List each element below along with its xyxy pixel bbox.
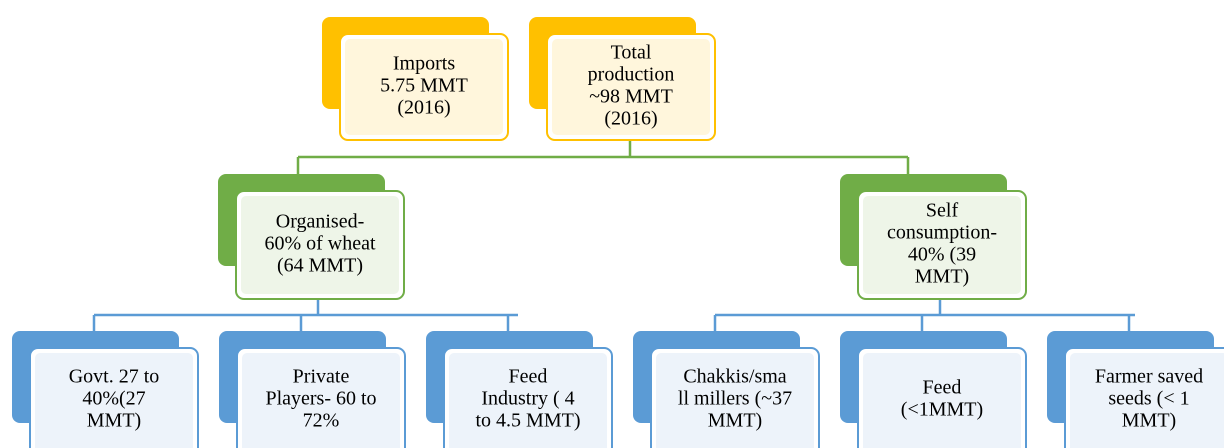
connectors <box>92 140 1135 333</box>
blue-connector-left <box>92 298 518 333</box>
node-label: ~98 MMT <box>589 86 673 108</box>
node-inner <box>863 353 1021 448</box>
node-label: MMT) <box>87 410 141 432</box>
node-inner <box>449 353 607 448</box>
node-label: 72% <box>303 410 340 432</box>
node-label: Self <box>926 200 959 222</box>
node-inner <box>241 196 399 294</box>
node-label: Farmer saved <box>1095 366 1203 388</box>
node-inner <box>656 353 814 448</box>
node-label: Imports <box>393 53 455 75</box>
node-label: 5.75 MMT <box>380 75 468 97</box>
node-inner <box>1070 353 1224 448</box>
node-label: Total <box>611 42 652 64</box>
node-label: 60% of wheat <box>264 233 376 255</box>
green-connector <box>296 140 910 176</box>
blue-connector-right <box>713 298 1135 333</box>
node-label: 40% (39 <box>908 244 976 266</box>
node-label: Feed <box>923 377 962 399</box>
node-inner <box>863 196 1021 294</box>
node-label: to 4.5 MMT) <box>476 410 581 432</box>
node-inner <box>552 39 710 135</box>
node-label: MMT) <box>915 266 969 288</box>
node: Organised-60% of wheat(64 MMT) <box>218 174 405 300</box>
node-label: MMT) <box>1122 410 1176 432</box>
node-label: 40%(27 <box>82 388 145 410</box>
node-label: Private <box>293 366 350 388</box>
node-inner <box>242 353 400 448</box>
node-label: seeds (< 1 <box>1108 388 1189 410</box>
node-label: ll millers (~37 <box>678 388 792 410</box>
node-label: (<1MMT) <box>901 399 983 421</box>
node-label: (2016) <box>604 108 657 130</box>
node-label: Govt. 27 to <box>69 366 160 388</box>
node-label: Chakkis/sma <box>683 366 786 388</box>
node-label: Feed <box>509 366 548 388</box>
node: Feed(<1MMT) <box>840 331 1027 448</box>
node-label: (2016) <box>397 97 450 119</box>
node-label: MMT) <box>708 410 762 432</box>
node-label: Industry ( 4 <box>481 388 574 410</box>
node-label: Organised- <box>276 211 365 233</box>
node-inner <box>35 353 193 448</box>
node-label: Players- 60 to <box>265 388 376 410</box>
node-label: consumption- <box>887 222 997 244</box>
node-label: production <box>588 64 675 86</box>
node-label: (64 MMT) <box>277 255 363 277</box>
node-inner <box>345 39 503 135</box>
